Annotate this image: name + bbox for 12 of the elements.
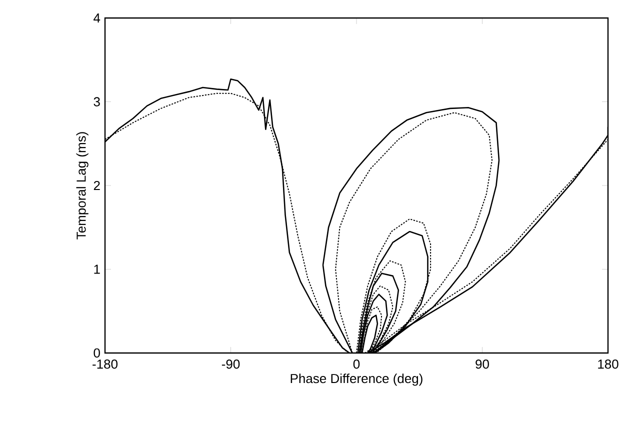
x-tick-label: -180 <box>92 360 118 369</box>
y-tick-label: 0 <box>94 348 100 358</box>
y-tick-label: 2 <box>94 180 100 190</box>
y-tick-label: 1 <box>94 264 100 274</box>
x-tick-label: 90 <box>476 360 489 369</box>
y-tick-label: 4 <box>94 14 100 22</box>
y-tick-label: 3 <box>94 97 100 106</box>
x-tick-label: 0 <box>353 360 360 369</box>
x-tick-label: 180 <box>598 360 618 369</box>
x-tick-label: -90 <box>222 360 240 369</box>
y-axis-title: Temporal Lag (ms) <box>76 132 88 240</box>
x-axis-title: Phase Difference (deg) <box>290 374 422 386</box>
